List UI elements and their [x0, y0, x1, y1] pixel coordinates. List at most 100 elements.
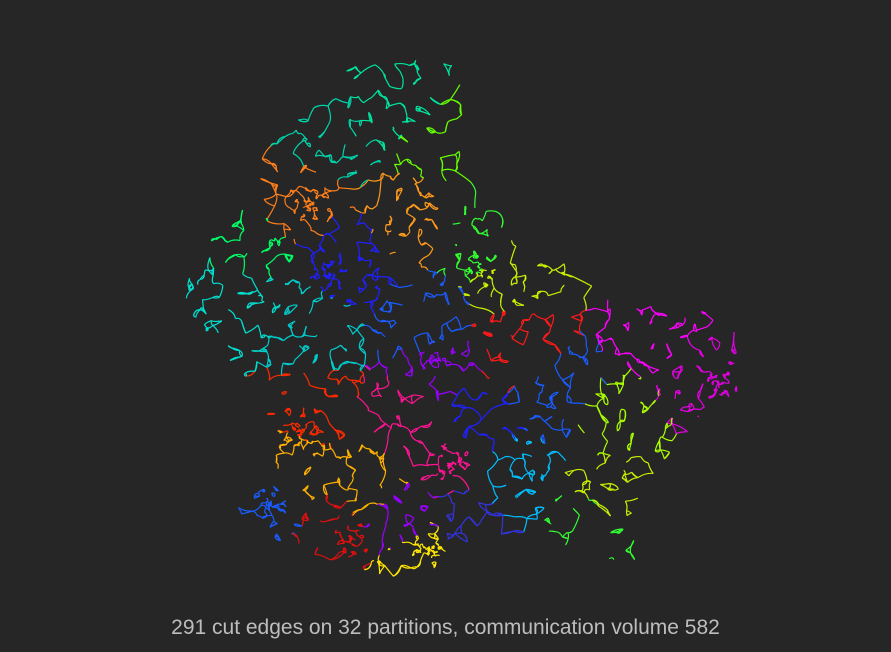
graph-edge [356, 392, 360, 398]
graph-edge [654, 449, 661, 452]
graph-edge [717, 382, 720, 385]
graph-edge [353, 530, 357, 533]
graph-edge [536, 507, 545, 515]
graph-edge [356, 396, 368, 407]
graph-edge [468, 516, 478, 527]
graph-edge [406, 358, 413, 368]
graph-edge [454, 170, 472, 184]
graph-edge [659, 449, 665, 460]
graph-edge [514, 457, 524, 461]
graph-edge [408, 523, 414, 528]
graph-edge [295, 243, 308, 249]
graph-edge [281, 373, 291, 376]
graph-edge [650, 347, 654, 350]
graph-edge [356, 362, 365, 366]
graph-edge [726, 372, 730, 375]
graph-edge [355, 66, 362, 74]
graph-edge [207, 257, 211, 271]
graph-edge [441, 282, 444, 285]
graph-edge [430, 523, 439, 527]
graph-edge [304, 490, 313, 499]
graph-edge [388, 301, 403, 306]
graph-edge [344, 348, 348, 352]
graph-edge [601, 422, 607, 434]
graph-edge [292, 140, 304, 154]
graph-edge [440, 154, 456, 159]
graph-edge [399, 136, 409, 143]
graph-edge [357, 257, 363, 261]
graph-edge [468, 363, 474, 367]
graph-edge [542, 264, 548, 267]
graph-edge [358, 288, 365, 294]
graph-edge [658, 436, 663, 441]
graph-edge [311, 433, 317, 435]
graph-edge [252, 289, 259, 293]
graph-edge [444, 121, 449, 132]
graph-edge [426, 127, 437, 133]
graph-edge [373, 451, 378, 455]
graph-edge [454, 151, 460, 156]
graph-edge [201, 299, 204, 309]
graph-edge [261, 145, 272, 160]
graph-edge [353, 380, 361, 384]
graph-edge [613, 488, 619, 491]
graph-edge [269, 523, 278, 528]
graph-edge [522, 319, 530, 322]
graph-edge [327, 518, 337, 522]
graph-edge [349, 126, 355, 133]
graph-edge [614, 347, 618, 355]
graph-edge [328, 227, 340, 235]
graph-edge [619, 409, 622, 422]
graph-edge [359, 338, 365, 349]
graph-edge [516, 488, 527, 499]
graph-edge [562, 531, 568, 538]
graph-edge [410, 163, 416, 166]
graph-edge [257, 324, 262, 338]
graph-edge [412, 549, 417, 556]
graph-edge [655, 312, 660, 316]
graph-edge [523, 286, 526, 293]
graph-edge [378, 423, 386, 429]
graph-edge [427, 332, 431, 345]
graph-edge [261, 502, 267, 505]
graph-edge [499, 358, 502, 362]
graph-edge [280, 508, 284, 512]
graph-edge [693, 323, 696, 331]
graph-edge [359, 120, 363, 127]
graph-edge [283, 223, 292, 231]
graph-edge [522, 281, 526, 288]
graph-edge [487, 470, 494, 487]
graph-edge [330, 154, 333, 163]
graph-edge [342, 155, 350, 158]
graph-edge [658, 389, 661, 395]
graph-edge [587, 498, 593, 502]
graph-edge [467, 340, 471, 351]
graph-edge [486, 434, 494, 440]
graph-edge [386, 100, 390, 107]
graph-edge [422, 241, 426, 246]
graph-edge [549, 522, 552, 525]
graph-edge [716, 380, 720, 383]
graph-edge [370, 228, 374, 234]
graph-edge [300, 194, 306, 201]
graph-edge [404, 108, 408, 118]
graph-edge [328, 442, 332, 450]
graph-edge [485, 210, 495, 213]
graph-edge [447, 466, 450, 470]
graph-edge [444, 291, 449, 305]
graph-edge [236, 225, 245, 231]
graph-edge [539, 415, 545, 422]
graph-edge [608, 557, 615, 560]
graph-edge [626, 512, 632, 517]
graph-edge [291, 129, 297, 135]
graph-edge [434, 564, 437, 568]
graph-edge [585, 307, 595, 311]
graph-edge [369, 245, 376, 252]
graph-edge [272, 492, 276, 497]
graph-edge [541, 290, 549, 296]
graph-edge [321, 192, 326, 196]
graph-edge [372, 297, 378, 302]
graph-edge [405, 117, 409, 123]
graph-edge [458, 364, 464, 372]
graph-edge [365, 139, 377, 147]
